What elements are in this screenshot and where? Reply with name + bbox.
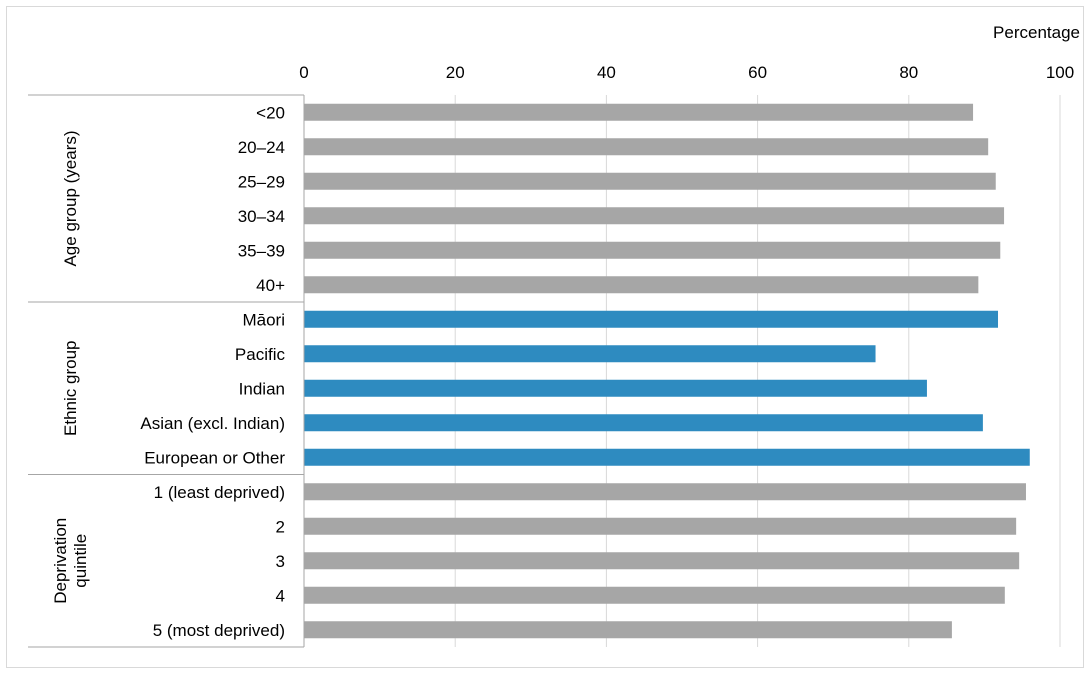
x-tick-label: 60 (748, 63, 767, 82)
category-label: 2 (276, 517, 285, 536)
bar (304, 138, 989, 156)
x-tick-label: 20 (446, 63, 465, 82)
axes (28, 94, 305, 648)
x-tick-label: 0 (299, 63, 308, 82)
category-label: 25–29 (238, 172, 285, 191)
bar (304, 586, 1005, 604)
category-label: Māori (242, 310, 285, 329)
x-tick-label: 100 (1046, 63, 1074, 82)
bar (304, 103, 974, 121)
bar (304, 448, 1030, 466)
group-label: Age group (years) (61, 130, 80, 266)
labels: 0 20 40 60 80 100 <20 20–24 25–29 30–34 35–39 40+ Ag… (51, 63, 1074, 640)
category-label: 35–39 (238, 241, 285, 260)
category-label: 3 (276, 552, 285, 571)
category-label: Pacific (235, 345, 286, 364)
bar (304, 310, 999, 328)
bar (304, 517, 1017, 535)
category-label: Asian (excl. Indian) (140, 414, 285, 433)
category-label: 1 (least deprived) (154, 483, 285, 502)
category-label: 5 (most deprived) (153, 621, 285, 640)
category-label: 20–24 (238, 138, 285, 157)
bar (304, 276, 979, 294)
bar (304, 379, 927, 397)
x-axis-title: Percentage (993, 23, 1080, 42)
category-label: <20 (256, 103, 285, 122)
bar (304, 345, 876, 363)
category-label: 4 (276, 586, 285, 605)
group-label: Ethnic group (61, 341, 80, 436)
bar (304, 207, 1005, 225)
bar (304, 552, 1020, 570)
bar (304, 172, 996, 190)
category-label: European or Other (144, 448, 285, 467)
chart-border (6, 6, 1084, 668)
bar (304, 414, 983, 432)
category-label: 40+ (256, 276, 285, 295)
x-tick-label: 40 (597, 63, 616, 82)
bar (304, 483, 1026, 501)
bars (304, 103, 1030, 639)
category-label: Indian (239, 379, 285, 398)
group-label: Deprivationquintile (51, 518, 90, 604)
category-label: 30–34 (238, 207, 285, 226)
bar (304, 621, 952, 639)
bar (304, 241, 1001, 259)
x-tick-label: 80 (899, 63, 918, 82)
